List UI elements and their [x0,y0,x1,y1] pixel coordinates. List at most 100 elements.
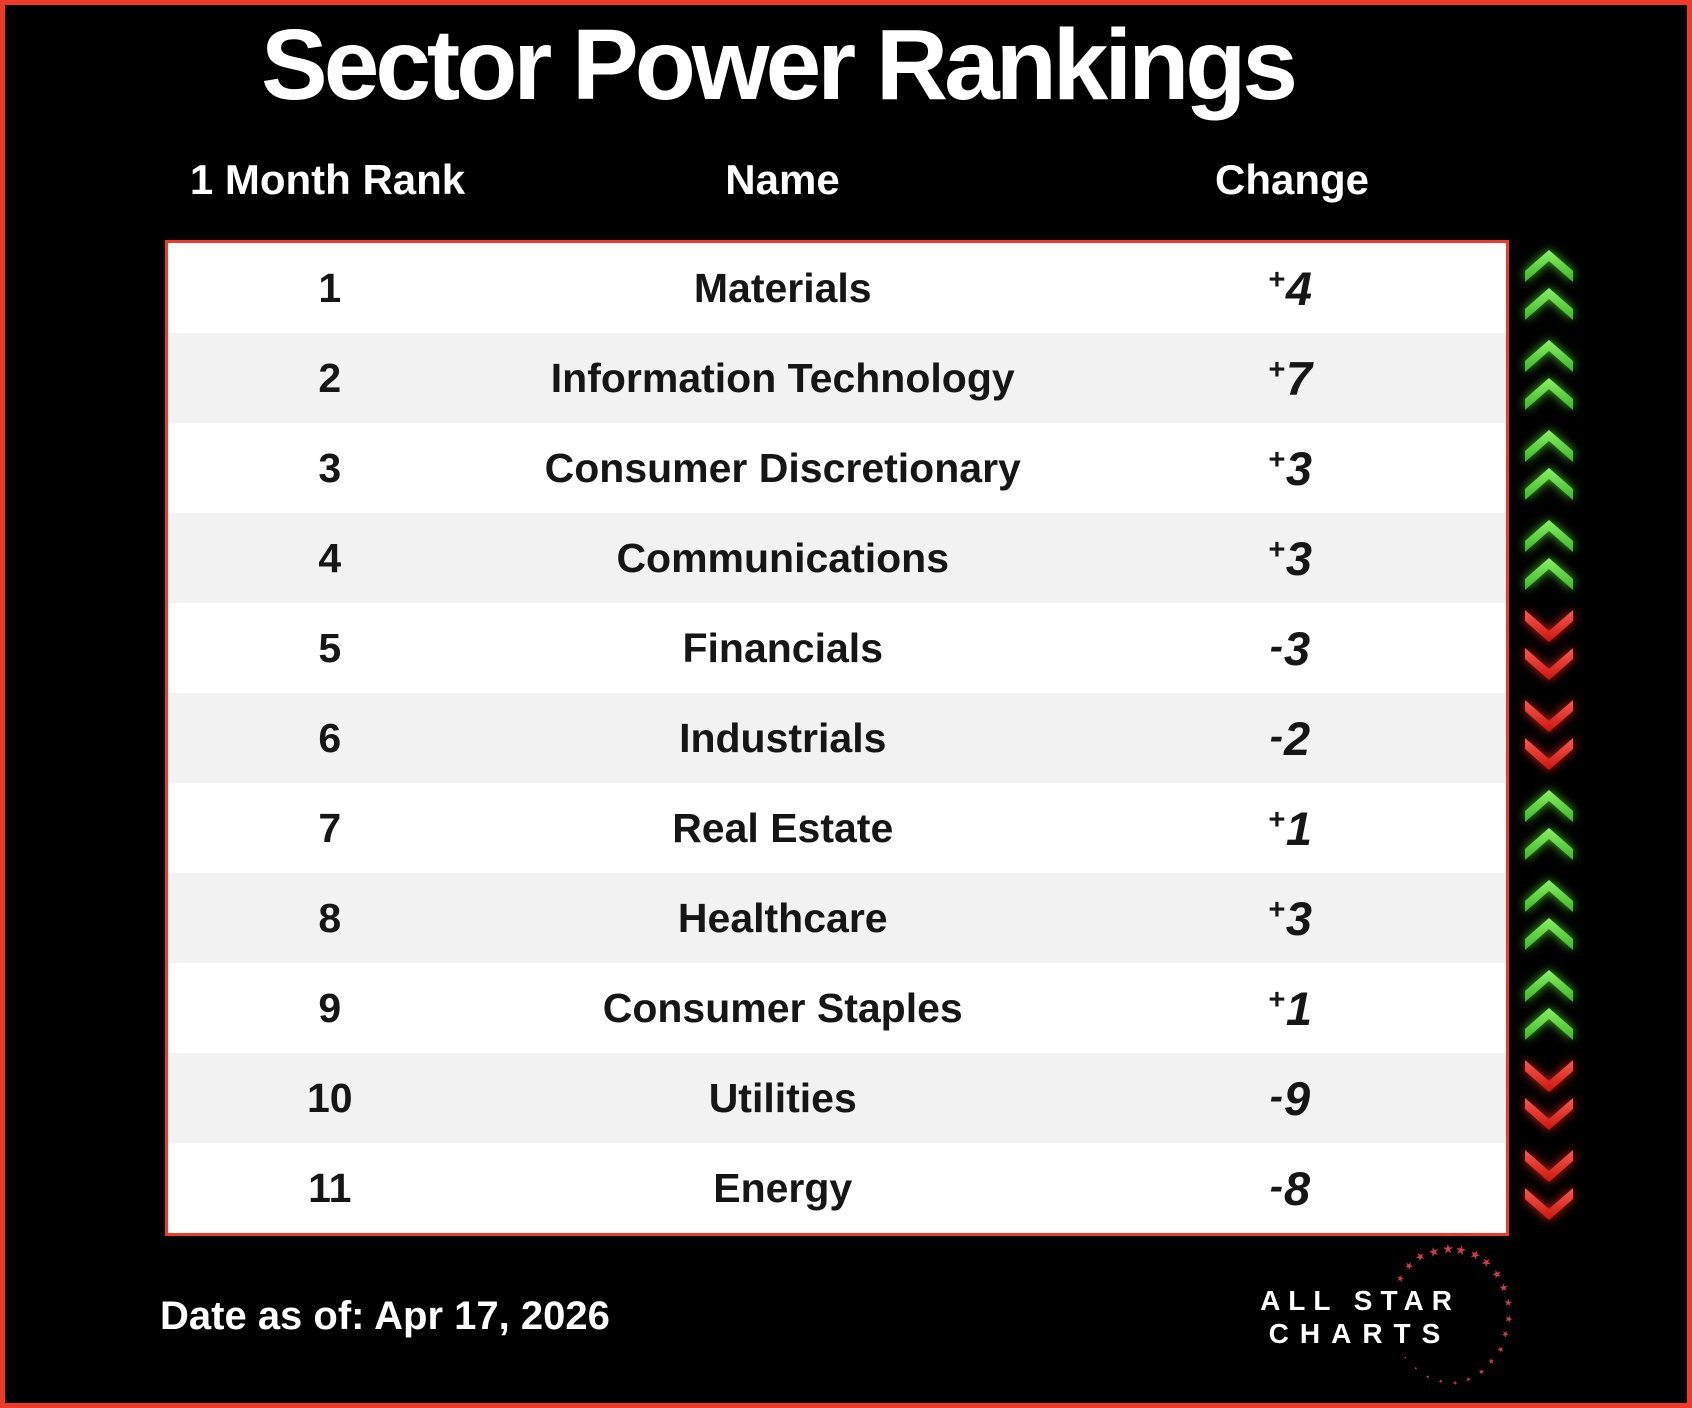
table-column-headers: 1 Month Rank Name Change [165,150,1509,210]
sector-name-cell: Materials [693,264,872,311]
double-chevron-up-icon [1521,780,1577,870]
star-icon: ★ [1412,1365,1419,1372]
change-cell: +7 [1074,351,1506,406]
rank-cell: 6 [318,714,342,761]
star-icon: ★ [1502,1314,1514,1324]
sector-name-cell: Consumer Staples [602,984,963,1031]
change-cell: -2 [1074,711,1506,766]
change-magnitude: 3 [1285,891,1313,945]
change-sign: + [1267,893,1285,926]
double-chevron-down-icon [1521,690,1577,780]
table-row: 5 Financials -3 [168,603,1506,693]
sector-name-cell: Communications [616,534,950,581]
table-row: 7 Real Estate +1 [168,783,1506,873]
change-sign: - [1269,1163,1284,1208]
column-header-change: Change [1214,156,1369,203]
change-cell: +4 [1074,261,1506,316]
sector-name-cell: Information Technology [550,354,1015,401]
change-cell: +3 [1074,531,1506,586]
star-icon: ★ [1454,1241,1469,1259]
rank-cell: 11 [308,1164,352,1211]
star-icon: ★ [1494,1343,1507,1355]
rank-cell: 7 [318,804,342,851]
table-row: 11 Energy -8 [168,1143,1506,1233]
rank-cell: 3 [318,444,342,491]
star-icon: ★ [1486,1355,1498,1367]
double-chevron-up-icon [1521,960,1577,1050]
star-icon: ★ [1438,1377,1444,1385]
logo-line-charts: CHARTS [1268,1318,1452,1349]
change-cell: +3 [1074,891,1506,946]
star-icon: ★ [1476,1366,1486,1376]
table-row: 3 Consumer Discretionary +3 [168,423,1506,513]
star-icon: ★ [1424,1373,1431,1380]
double-chevron-up-icon [1521,870,1577,960]
star-icon: ★ [1501,1297,1514,1309]
date-label: Date as of: Apr 17, 2026 [160,1294,610,1338]
change-sign: - [1269,623,1284,668]
page-title: Sector Power Rankings [261,9,1298,121]
rank-cell: 1 [318,264,342,311]
double-chevron-up-icon [1521,330,1577,420]
column-header-name: Name [725,156,840,203]
star-icon: ★ [1499,1329,1512,1340]
double-chevron-up-icon [1521,510,1577,600]
change-sign: - [1269,713,1284,758]
change-magnitude: 2 [1284,711,1311,765]
change-magnitude: 3 [1284,621,1311,675]
rank-cell: 4 [318,534,342,581]
rankings-table: 1 Materials +4 2 Information Technology … [165,240,1509,1236]
change-magnitude: 3 [1285,441,1313,495]
change-sign: + [1267,443,1285,476]
star-icon: ★ [1451,1378,1458,1385]
change-sign: + [1267,983,1285,1016]
double-chevron-up-icon [1521,420,1577,510]
sector-name-cell: Consumer Discretionary [544,444,1021,491]
sector-name-cell: Utilities [708,1074,857,1121]
rank-cell: 10 [306,1074,353,1121]
change-magnitude: 3 [1285,531,1313,585]
change-cell: +3 [1074,441,1506,496]
change-cell: -3 [1074,621,1506,676]
change-magnitude: 1 [1285,981,1313,1035]
logo-text: ALL STAR CHARTS [1235,1284,1485,1350]
table-row: 2 Information Technology +7 [168,333,1506,423]
rank-cell: 5 [318,624,342,671]
change-magnitude: 9 [1284,1071,1311,1125]
all-star-charts-logo: ALL STAR CHARTS ★ ★ ★ ★ ★ ★ ★ ★ ★ ★ ★ ★ ★ ★ ★ ★ ★ ★ ★ ★ ★ ★ [1200,1238,1600,1406]
logo-line-all-star: ALL STAR [1260,1285,1460,1316]
change-magnitude: 8 [1284,1161,1311,1215]
star-icon: ★ [1413,1249,1429,1265]
double-chevron-down-icon [1521,1140,1577,1230]
rank-cell: 9 [318,984,342,1031]
star-icon: ★ [1495,1281,1511,1295]
table-row: 6 Industrials -2 [168,693,1506,783]
change-cell: -9 [1074,1071,1506,1126]
table-row: 4 Communications +3 [168,513,1506,603]
table-row: 10 Utilities -9 [168,1053,1506,1143]
table-row: 9 Consumer Staples +1 [168,963,1506,1053]
sector-name-cell: Healthcare [677,894,888,941]
change-cell: +1 [1074,981,1506,1036]
change-magnitude: 4 [1285,261,1313,315]
double-chevron-down-icon [1521,1050,1577,1140]
sector-name-cell: Financials [682,624,883,671]
sector-name-cell: Industrials [679,714,887,761]
change-magnitude: 7 [1285,351,1313,405]
star-icon: ★ [1426,1243,1442,1260]
rank-cell: 8 [318,894,342,941]
star-icon: ★ [1402,1355,1408,1361]
table-row: 8 Healthcare +3 [168,873,1506,963]
star-icon: ★ [1441,1241,1454,1257]
sector-name-cell: Real Estate [672,804,894,851]
double-chevron-down-icon [1521,600,1577,690]
table-row: 1 Materials +4 [168,243,1506,333]
change-cell: +1 [1074,801,1506,856]
change-sign: + [1267,533,1285,566]
star-icon: ★ [1488,1266,1505,1282]
star-icon: ★ [1464,1374,1473,1383]
change-sign: + [1267,803,1285,836]
change-sign: + [1267,263,1285,296]
change-cell: -8 [1074,1161,1506,1216]
